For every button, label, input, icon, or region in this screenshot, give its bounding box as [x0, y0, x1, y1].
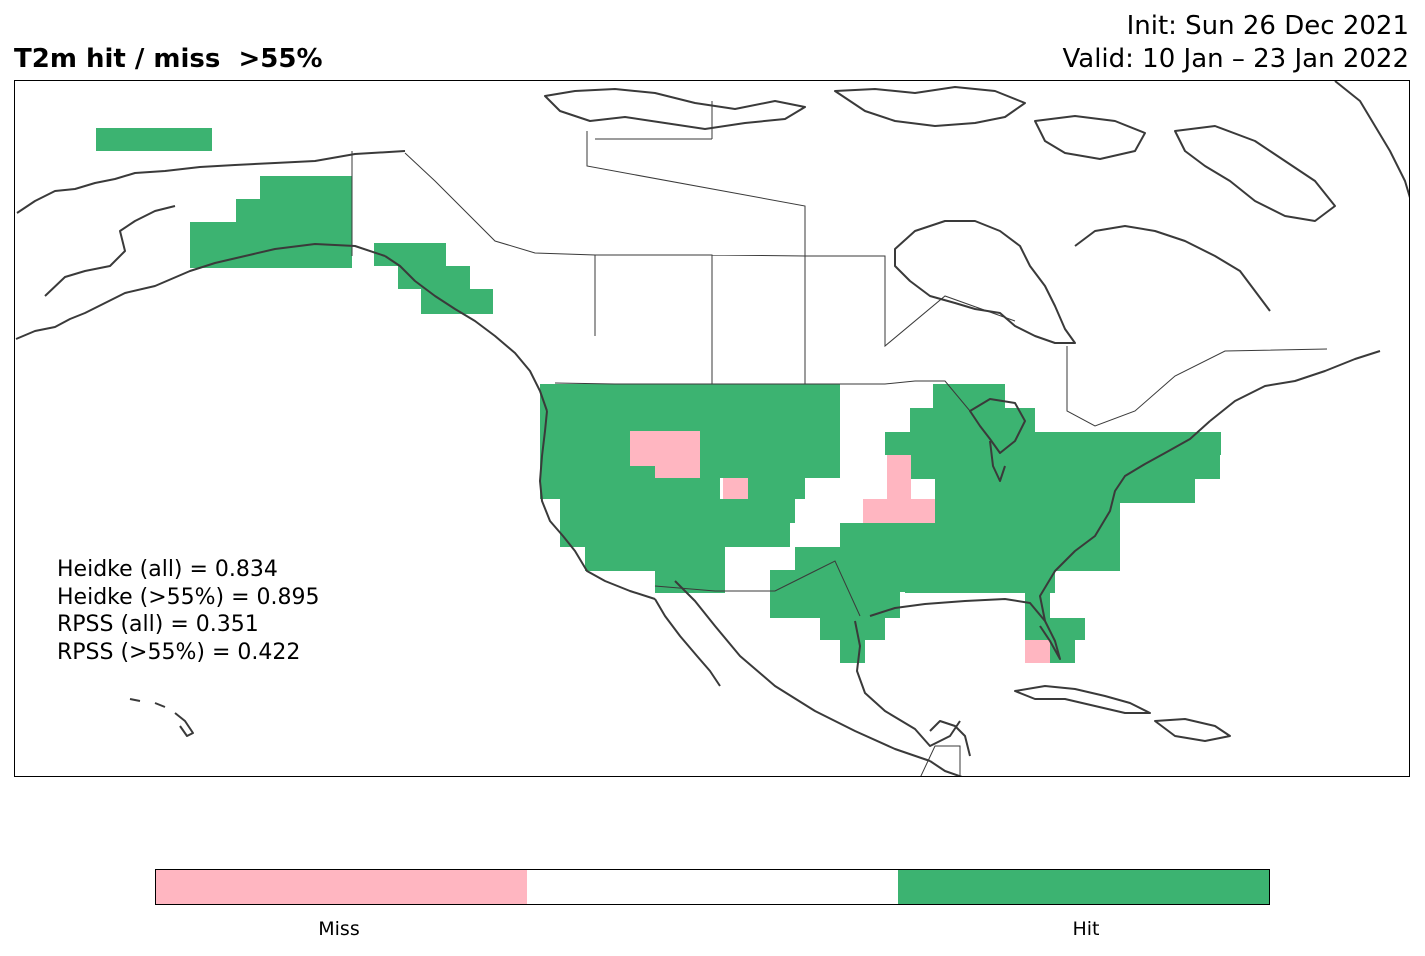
rpss-all-score: RPSS (all) = 0.351 [57, 612, 259, 637]
hit-cell [96, 128, 212, 151]
hit-cell [1025, 618, 1085, 640]
valid-period: Valid: 10 Jan – 23 Jan 2022 [1062, 44, 1410, 74]
hudson-bay [894, 220, 1076, 344]
hit-cell [770, 570, 905, 592]
quebec-border [1066, 346, 1328, 427]
us-mexico-border [654, 560, 861, 617]
hit-cell [374, 243, 446, 266]
territory-border [586, 131, 806, 256]
hit-cell [748, 478, 805, 499]
canada-east-coast [1209, 350, 1381, 422]
greenland-edge [1334, 81, 1409, 198]
gulf-coast [854, 620, 961, 747]
miss-cell [630, 431, 700, 466]
coastlines [15, 81, 1409, 776]
hit-cell [770, 592, 900, 618]
colorbar-hit-segment [898, 870, 1269, 904]
hit-miss-cells [96, 128, 1221, 663]
hit-cell [540, 478, 720, 499]
hit-cell [840, 640, 865, 663]
us-gulf-coast [869, 598, 1061, 660]
central-america [929, 760, 963, 776]
hit-cell [260, 176, 352, 199]
rpss-55-score: RPSS (>55%) = 0.422 [57, 639, 301, 665]
hit-cell [1025, 408, 1035, 432]
forecast-map [15, 81, 1409, 776]
miss-cell [723, 478, 748, 499]
hit-cell [1025, 593, 1050, 618]
cuba [1014, 685, 1151, 714]
hit-cell [820, 618, 885, 640]
hit-cell [935, 479, 1195, 503]
init-date: Init: Sun 26 Dec 2021 [1126, 11, 1409, 41]
quebec-coast [1074, 225, 1271, 312]
date-info: Init: Sun 26 Dec 2021 Valid: 10 Jan – 23… [1063, 10, 1410, 76]
yucatan [929, 720, 971, 757]
hit-cell [840, 523, 1120, 547]
heidke-all-score: Heidke (all) = 0.834 [57, 557, 278, 582]
miss-cell [655, 466, 700, 478]
us-west-coast [539, 410, 656, 600]
hit-cell [840, 547, 1120, 571]
bc-coast [384, 255, 548, 412]
miss-cell [887, 455, 911, 479]
arctic-island-3 [1034, 115, 1146, 160]
hit-cell [933, 384, 1005, 408]
political-borders [351, 101, 1328, 776]
colorbar-label-hit: Hit [1072, 918, 1100, 940]
baffin-island [1174, 125, 1336, 222]
arctic-island-2 [834, 86, 1026, 127]
miss-cell [863, 499, 887, 523]
alaska-coast [15, 243, 386, 340]
alaska-southwest [44, 205, 176, 297]
baja-coast [654, 598, 721, 687]
colorbar-label-miss: Miss [318, 918, 360, 940]
colorbar [155, 869, 1270, 905]
hit-cell [910, 455, 1220, 479]
hit-cell [560, 499, 795, 523]
heidke-55-score: Heidke (>55%) = 0.895 [57, 584, 320, 610]
guatemala-border [920, 745, 961, 776]
hit-cell [236, 199, 352, 222]
hit-cell [560, 523, 790, 547]
map-title: T2m hit / miss >55% [14, 44, 323, 74]
hit-cell [905, 571, 1055, 593]
great-lakes [969, 398, 1026, 454]
colorbar-miss-segment [156, 870, 527, 904]
hit-cell [935, 503, 1120, 523]
us-east-coast [1039, 420, 1211, 622]
hawaii [129, 698, 194, 737]
lake-michigan [989, 440, 1006, 482]
arctic-island-1 [544, 88, 806, 130]
hit-cell [700, 431, 840, 466]
hit-cell [540, 466, 655, 478]
colorbar-neutral-segment [527, 870, 898, 904]
miss-cell [1025, 640, 1050, 663]
hit-cell [655, 571, 725, 593]
miss-cell [887, 479, 911, 499]
map-panel [14, 80, 1410, 777]
alaska-north-coast [16, 150, 406, 214]
hit-cell [540, 407, 620, 431]
nunavut-border [595, 101, 713, 140]
us-canada-border [554, 380, 971, 412]
miss-cell [887, 499, 935, 523]
skill-scores: Heidke (all) = 0.834 Heidke (>55%) = 0.8… [57, 556, 320, 666]
hit-cell [620, 407, 840, 431]
hispaniola [1154, 718, 1231, 742]
canada-provinces [404, 152, 1016, 384]
hit-cell [540, 384, 840, 408]
hit-cell [398, 266, 470, 289]
hit-cell [1050, 640, 1075, 663]
hit-cell [910, 408, 1025, 432]
hit-cell [585, 547, 725, 571]
mexico-west-coast [674, 580, 931, 762]
hit-cell [700, 466, 840, 478]
hit-cell [540, 431, 630, 466]
hit-cell [1071, 432, 1221, 455]
